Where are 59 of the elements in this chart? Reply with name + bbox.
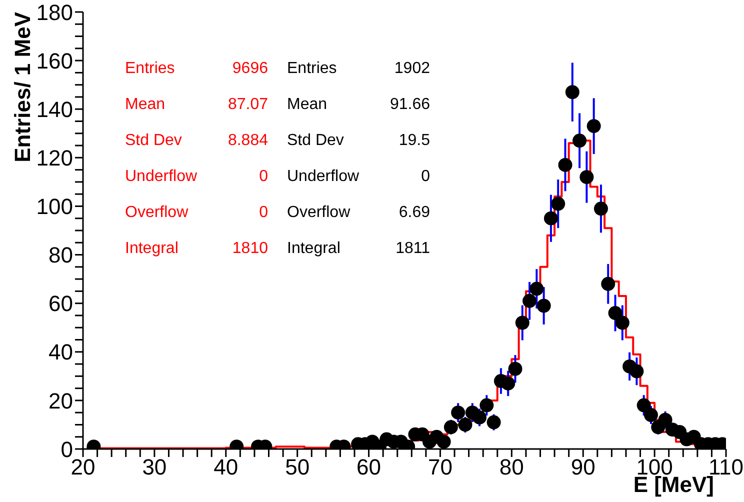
point — [501, 376, 516, 390]
point — [565, 85, 580, 100]
point — [515, 316, 530, 330]
y-tick-label: 20 — [48, 388, 73, 414]
point — [586, 119, 601, 134]
text: Mean 91.66 — [287, 96, 430, 113]
point — [644, 408, 658, 422]
point — [636, 398, 651, 412]
point — [551, 196, 566, 211]
point — [536, 298, 551, 313]
point — [472, 410, 487, 424]
y-tick-label: 80 — [48, 242, 73, 268]
y-tick-label: 0 — [60, 436, 73, 462]
point — [572, 134, 587, 148]
point — [658, 412, 672, 427]
point — [486, 415, 501, 430]
x-tick-label: 90 — [570, 454, 596, 480]
point — [580, 170, 594, 184]
point — [436, 434, 451, 449]
point — [522, 294, 537, 308]
y-tick-label: 140 — [36, 96, 73, 122]
text: Underflow 0 — [287, 168, 430, 185]
text: Overflow 0 — [125, 204, 268, 221]
text: Entries 9696 — [125, 60, 268, 77]
y-tick-label: 60 — [48, 291, 73, 316]
text: Integral 1811 — [287, 240, 430, 257]
y-tick-label: 120 — [36, 145, 73, 170]
x-tick-label: 30 — [142, 454, 167, 480]
point — [608, 306, 622, 320]
x-tick-label: 50 — [285, 454, 310, 480]
point — [458, 418, 472, 432]
y-tick-label: 40 — [48, 340, 73, 365]
x-tick-label: 40 — [214, 454, 238, 480]
point — [508, 362, 522, 376]
text: Mean 87.07 — [125, 96, 268, 113]
text: Std Dev 8.884 — [125, 132, 268, 149]
point — [615, 316, 630, 330]
point — [594, 202, 608, 216]
text: Entries 1902 — [287, 60, 430, 77]
x-tick-label: 70 — [428, 454, 452, 480]
x-tick-label: 60 — [356, 454, 382, 480]
text: Overflow 6.69 — [287, 204, 430, 221]
point — [530, 282, 544, 296]
x-tick-label: 20 — [70, 454, 96, 480]
point — [451, 406, 466, 420]
point — [601, 276, 616, 291]
y-tick-label: 100 — [36, 194, 73, 220]
x-tick-label: 80 — [499, 454, 524, 480]
point — [630, 364, 644, 378]
y-axis-title: Entries/ 1 MeV — [10, 12, 36, 162]
text: Integral 1810 — [125, 240, 268, 257]
point — [444, 420, 458, 434]
y-tick-label: 160 — [36, 48, 73, 74]
y-tick-label: 180 — [36, 0, 73, 25]
text: Underflow 0 — [125, 168, 268, 185]
point — [558, 158, 572, 172]
point — [544, 211, 558, 226]
point — [480, 398, 494, 412]
text: Std Dev 19.5 — [287, 132, 430, 149]
